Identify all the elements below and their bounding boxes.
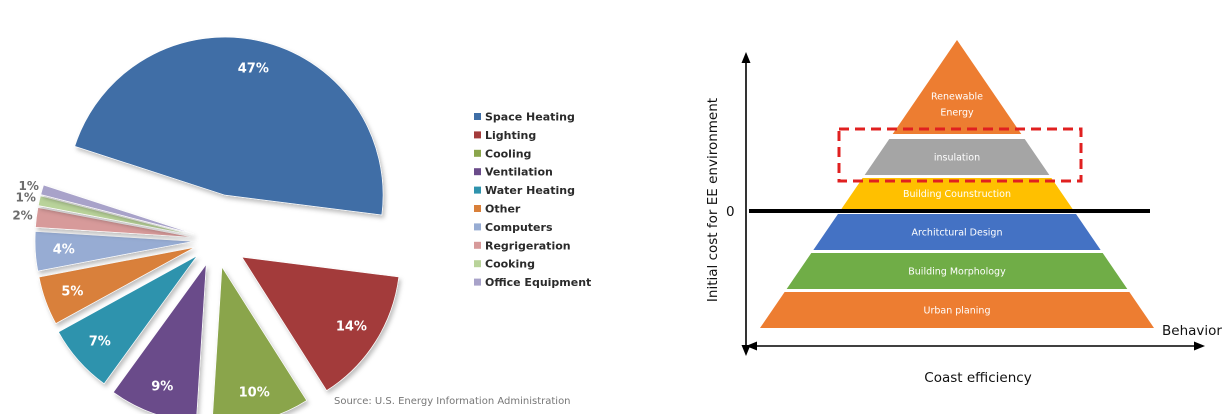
pyramid-label-building-morphology: Building Morphology bbox=[908, 267, 1006, 278]
pyramid-label-renewable: Renewable bbox=[931, 92, 983, 103]
legend-item-ventilation: Ventilation bbox=[485, 166, 553, 179]
legend-swatch-water-heating bbox=[474, 186, 481, 194]
x-axis-label: Coast efficiency bbox=[924, 370, 1031, 386]
legend-item-computers: Computers bbox=[485, 221, 553, 234]
legend-item-cooking: Cooking bbox=[485, 258, 535, 271]
pie-slice-cooking bbox=[37, 195, 194, 236]
pie-label-water-heating: 7% bbox=[89, 335, 111, 350]
legend-item-space-heating: Space Heating bbox=[485, 111, 575, 124]
legend-swatch-computers bbox=[474, 223, 481, 231]
zero-label: 0 bbox=[726, 204, 735, 220]
pie-slice-office-equipment bbox=[40, 184, 194, 235]
y-axis-arrow-down bbox=[741, 345, 751, 356]
legend-swatch-space-heating bbox=[474, 113, 481, 120]
pyramid-label-insulation: insulation bbox=[934, 153, 980, 164]
pie-slice-computers bbox=[34, 231, 194, 272]
legend-item-cooling: Cooling bbox=[485, 147, 531, 160]
legend-item-water-heating: Water Heating bbox=[485, 184, 575, 197]
pie-label-space-heating: 47% bbox=[238, 62, 269, 77]
pie-label-cooling: 10% bbox=[239, 386, 270, 401]
pyramid-level-building-counstruction bbox=[841, 178, 1073, 209]
pie-slice-lighting bbox=[241, 256, 400, 391]
legend-item-lighting: Lighting bbox=[485, 129, 536, 142]
pie-label-ventilation: 9% bbox=[151, 379, 173, 394]
pie-label-computers: 4% bbox=[53, 243, 75, 258]
insulation-highlight-box bbox=[837, 127, 1083, 183]
legend-swatch-ventilation bbox=[474, 168, 481, 176]
pyramid-label-building-counstruction: Building Counstruction bbox=[903, 189, 1011, 200]
x-axis-arrow-right bbox=[1194, 341, 1205, 351]
pyramid-label-urban-planing: Urban planing bbox=[924, 306, 991, 317]
x-axis-arrow-left bbox=[746, 341, 757, 351]
pyramid-level-urban-planing bbox=[760, 292, 1154, 328]
pie-slice-regrigeration bbox=[35, 207, 194, 238]
y-axis-label: Initial cost for EE environment bbox=[705, 98, 721, 302]
legend-swatch-other bbox=[474, 205, 481, 212]
legend-swatch-cooling bbox=[474, 149, 481, 157]
pyramid-label-architctural-design: Architctural Design bbox=[912, 228, 1003, 239]
energy-use-pie-chart: 47% 14% 10% 9% 7% 5% 4% 2% 1%1% bbox=[12, 36, 400, 414]
pie-slice-ventilation bbox=[112, 263, 207, 414]
pie-slice-cooling bbox=[212, 266, 308, 414]
pyramid-label-energy: Energy bbox=[940, 108, 974, 119]
pie-label-lighting: 14% bbox=[336, 320, 367, 335]
cost-efficiency-pyramid: Renewable Energy insulation Building Counst… bbox=[705, 40, 1222, 386]
pie-legend: Space Heating Lighting Cooling Ventilation W… bbox=[474, 111, 591, 289]
behavior-label: Behavior bbox=[1162, 323, 1222, 339]
legend-item-office-equipment: Office Equipment bbox=[485, 276, 591, 289]
pie-label-cooking: 1% bbox=[15, 191, 35, 205]
pie-label-other: 5% bbox=[61, 284, 83, 299]
pyramid-level-renewable-energy bbox=[892, 40, 1022, 134]
legend-swatch-office-equipment bbox=[474, 278, 481, 286]
pie-slice-other bbox=[38, 247, 195, 324]
pie-slice-water-heating bbox=[58, 255, 198, 385]
pyramid-level-insulation bbox=[864, 139, 1050, 175]
legend-swatch-cooking bbox=[474, 260, 481, 268]
legend-swatch-lighting bbox=[474, 131, 481, 139]
pie-label-regrigeration: 2% bbox=[12, 209, 32, 223]
pie-label-office-equipment: 1% bbox=[19, 179, 39, 193]
y-axis-arrow-up bbox=[741, 52, 751, 63]
legend-swatch-regrigeration bbox=[474, 241, 481, 249]
source-note: Source: U.S. Energy Information Administ… bbox=[334, 396, 571, 407]
legend-item-other: Other bbox=[485, 203, 521, 216]
pyramid-level-architctural-design bbox=[813, 214, 1101, 250]
legend-item-regrigeration: Regrigeration bbox=[485, 239, 571, 252]
pyramid-level-building-morphology bbox=[786, 253, 1128, 289]
pie-slice-space-heating bbox=[74, 36, 384, 216]
